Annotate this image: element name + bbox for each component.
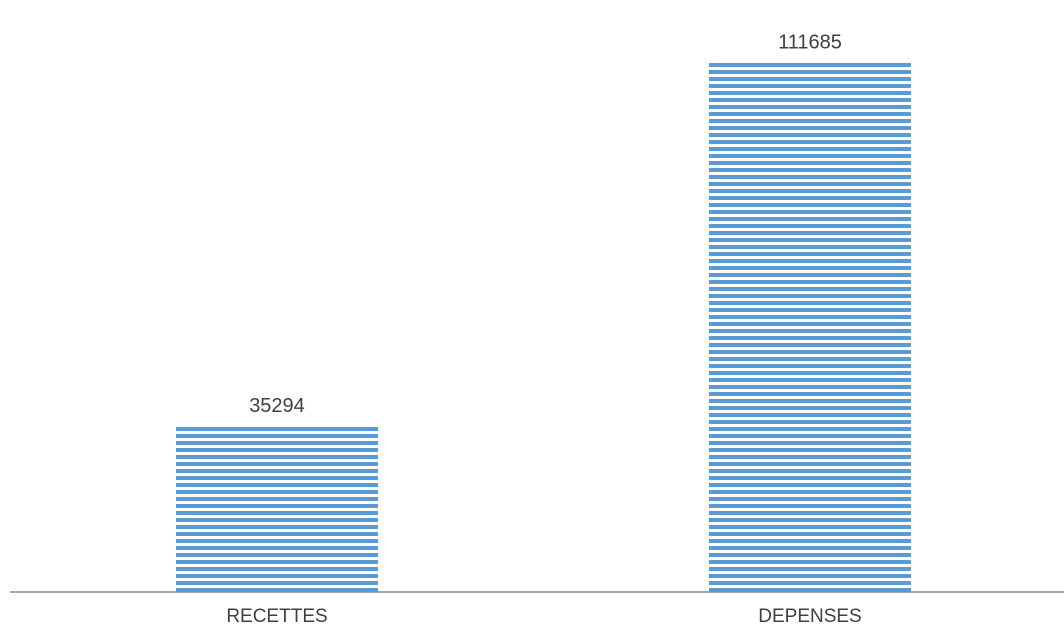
x-tick-labels-layer: RECETTES DEPENSES	[226, 606, 861, 625]
x-tick-label-depenses: DEPENSES	[758, 606, 861, 625]
bars-layer	[176, 60, 911, 592]
data-labels-layer: 35294 111685	[249, 32, 842, 417]
x-tick-label-recettes: RECETTES	[226, 606, 327, 625]
bar-depenses	[709, 60, 911, 592]
data-label-depenses: 111685	[778, 32, 842, 54]
bar-recettes	[176, 424, 378, 592]
data-label-recettes: 35294	[249, 395, 305, 417]
